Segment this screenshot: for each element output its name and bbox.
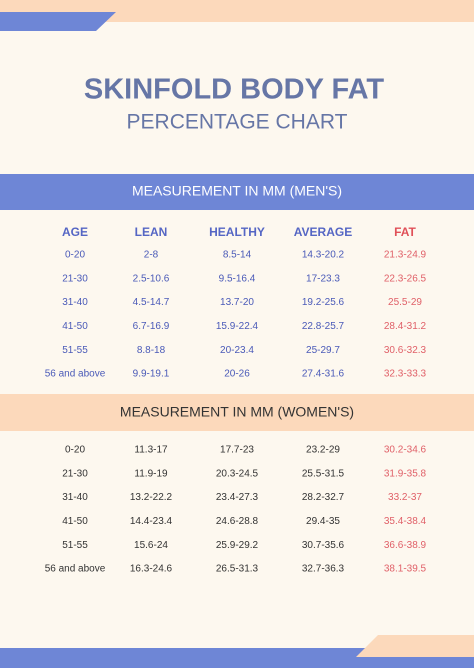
women-band	[0, 394, 474, 431]
table-cell: 32.3-33.3	[384, 369, 427, 380]
table-cell: 26.5-31.3	[216, 564, 259, 575]
table-cell: 31-40	[62, 297, 88, 308]
table-cell: 11.9-19	[134, 468, 168, 479]
table-cell: 32.7-36.3	[302, 564, 345, 575]
table-cell: 14.3-20.2	[302, 250, 345, 261]
top-accent	[0, 12, 116, 31]
table-cell: 24.6-28.8	[216, 516, 259, 527]
table-cell: 41-50	[62, 321, 88, 332]
table-cell: 29.4-35	[306, 516, 340, 527]
table-cell: 27.4-31.6	[302, 369, 345, 380]
bottom-accent	[356, 635, 474, 657]
table-cell: 8.5-14	[223, 250, 252, 261]
table-cell: 20-26	[224, 369, 250, 380]
table-cell: 25.9-29.2	[216, 540, 259, 551]
table-cell: 21.3-24.9	[384, 250, 427, 261]
table-cell: 41-50	[62, 516, 88, 527]
table-cell: 56 and above	[45, 369, 106, 380]
table-cell: 14.4-23.4	[130, 516, 173, 527]
table-cell: 51-55	[62, 345, 88, 356]
table-cell: 19.2-25.6	[302, 297, 345, 308]
column-header: FAT	[394, 225, 416, 239]
table-cell: 20-23.4	[220, 345, 254, 356]
table-cell: 31-40	[62, 492, 88, 503]
table-cell: 56 and above	[45, 564, 106, 575]
table-cell: 23.2-29	[306, 445, 340, 456]
table-cell: 8.8-18	[137, 345, 166, 356]
table-cell: 20.3-24.5	[216, 468, 259, 479]
column-header: HEALTHY	[209, 225, 265, 239]
table-cell: 13.2-22.2	[130, 492, 173, 503]
table-cell: 25.5-31.5	[302, 468, 345, 479]
table-cell: 17-23.3	[306, 273, 340, 284]
table-cell: 30.2-34.6	[384, 445, 427, 456]
column-header: LEAN	[135, 225, 168, 239]
table-cell: 35.4-38.4	[384, 516, 427, 527]
table-cell: 38.1-39.5	[384, 564, 427, 575]
table-cell: 6.7-16.9	[133, 321, 170, 332]
subtitle: PERCENTAGE CHART	[127, 111, 348, 134]
top-stripe	[0, 0, 474, 22]
table-cell: 28.2-32.7	[302, 492, 345, 503]
table-cell: 31.9-35.8	[384, 468, 427, 479]
table-cell: 0-20	[65, 250, 85, 261]
table-cell: 9.9-19.1	[133, 369, 170, 380]
table-cell: 11.3-17	[134, 445, 168, 456]
table-cell: 22.3-26.5	[384, 273, 427, 284]
column-header: AGE	[62, 225, 88, 239]
table-cell: 9.5-16.4	[219, 273, 256, 284]
men-heading: MEASUREMENT IN MM (MEN'S)	[132, 183, 342, 199]
table-cell: 4.5-14.7	[133, 297, 170, 308]
table-cell: 0-20	[65, 445, 85, 456]
table-cell: 15.9-22.4	[216, 321, 259, 332]
table-cell: 16.3-24.6	[130, 564, 173, 575]
table-cell: 25-29.7	[306, 345, 340, 356]
table-cell: 21-30	[62, 273, 88, 284]
table-cell: 13.7-20	[220, 297, 254, 308]
table-cell: 2.5-10.6	[133, 273, 170, 284]
title: SKINFOLD BODY FAT	[84, 74, 384, 106]
table-cell: 36.6-38.9	[384, 540, 427, 551]
men-band	[0, 174, 474, 210]
table-cell: 51-55	[62, 540, 88, 551]
column-header: AVERAGE	[294, 225, 352, 239]
table-cell: 2-8	[144, 250, 159, 261]
table-cell: 33.2-37	[388, 492, 422, 503]
table-cell: 25.5-29	[388, 297, 422, 308]
table-cell: 30.7-35.6	[302, 540, 345, 551]
table-cell: 21-30	[62, 468, 88, 479]
table-cell: 22.8-25.7	[302, 321, 345, 332]
table-cell: 15.6-24	[134, 540, 168, 551]
women-heading: MEASUREMENT IN MM (WOMEN'S)	[120, 404, 354, 420]
table-cell: 30.6-32.3	[384, 345, 427, 356]
table-cell: 28.4-31.2	[384, 321, 427, 332]
table-cell: 17.7-23	[220, 445, 254, 456]
bottom-stripe	[0, 648, 474, 668]
table-cell: 23.4-27.3	[216, 492, 259, 503]
